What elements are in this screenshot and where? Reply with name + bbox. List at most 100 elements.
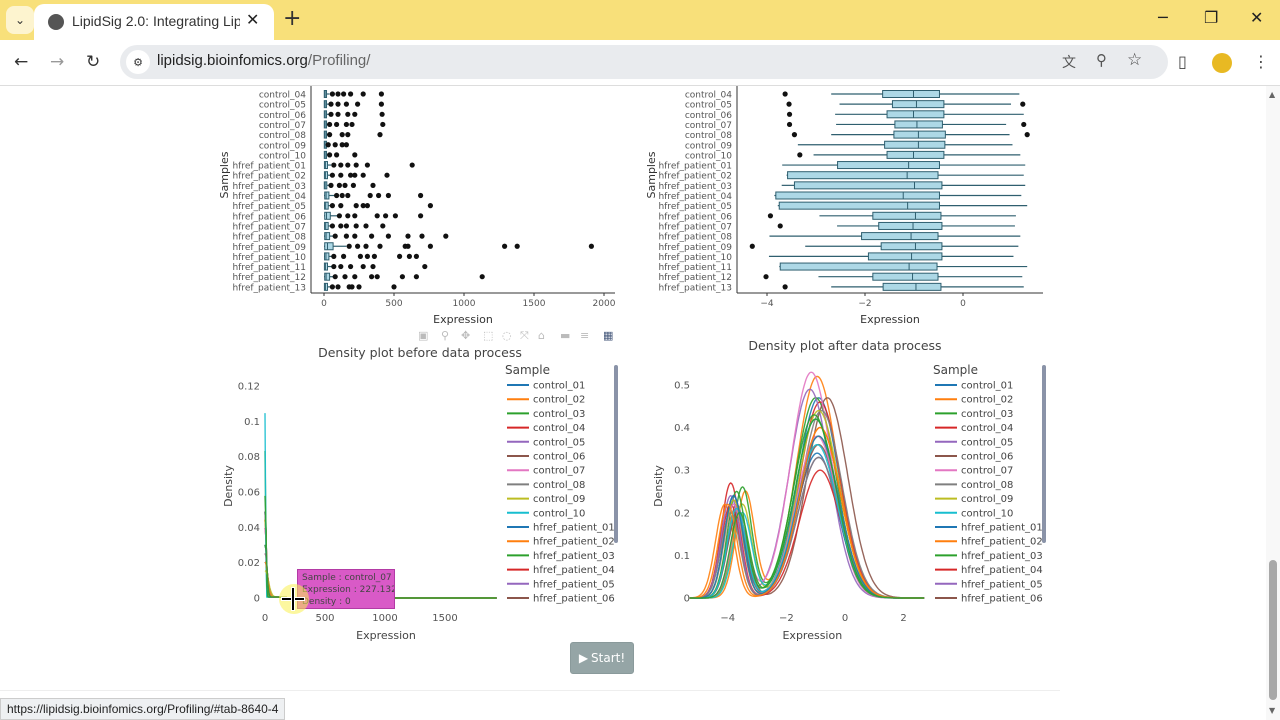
y-axis-title: Samples	[645, 151, 658, 198]
start-label: Start!	[591, 651, 626, 665]
outlier-point	[1020, 101, 1026, 107]
legend-item-control_02[interactable]: control_02	[935, 395, 1013, 406]
browser-tab[interactable]: LipidSig 2.0: Integrating Lipid ✕	[34, 4, 274, 40]
translate-icon[interactable]: 文	[1062, 55, 1076, 71]
restore-icon[interactable]: ❐	[1204, 8, 1219, 27]
legend-item-hfref_patient_05[interactable]: hfref_patient_05	[507, 579, 615, 590]
outlier-point	[379, 111, 385, 117]
legend-item-hfref_patient_03[interactable]: hfref_patient_03	[507, 551, 615, 562]
legend-item-control_10[interactable]: control_10	[507, 508, 585, 519]
legend-item-control_08[interactable]: control_08	[935, 480, 1013, 491]
menu-icon[interactable]: ⋮	[1253, 52, 1269, 71]
y-tick-label: 0	[684, 594, 690, 605]
scroll-up-icon[interactable]: ▲	[1269, 90, 1276, 99]
legend-item-control_07[interactable]: control_07	[507, 466, 585, 477]
outlier-point	[332, 274, 338, 280]
y-tick-label: hfref_patient_01	[232, 162, 306, 172]
legend-item-hfref_patient_06[interactable]: hfref_patient_06	[507, 594, 615, 605]
legend-label: control_10	[533, 508, 585, 519]
legend-item-control_01[interactable]: control_01	[507, 381, 585, 392]
y-tick-label: 0.12	[238, 381, 260, 392]
zoom-icon[interactable]: ⚲	[441, 330, 450, 342]
plotly-logo-icon[interactable]: ▦	[603, 330, 614, 342]
legend-item-control_03[interactable]: control_03	[935, 409, 1013, 420]
outlier-point	[749, 243, 755, 249]
minimize-icon[interactable]: ─	[1158, 8, 1168, 27]
outlier-point	[352, 274, 358, 280]
legend-item-hfref_patient_06[interactable]: hfref_patient_06	[935, 594, 1043, 605]
pan-icon[interactable]: ✥	[461, 330, 471, 342]
sidebar-icon[interactable]: ▯	[1178, 52, 1187, 71]
start-button[interactable]: ▶ Start!	[570, 642, 634, 674]
x-tick-label: 1000	[372, 613, 397, 624]
y-tick-label: 0.06	[238, 487, 260, 498]
outlier-point	[405, 233, 411, 239]
density-line-hfref_patient_13	[689, 418, 925, 599]
lasso-icon[interactable]: ◌	[502, 330, 512, 342]
legend-item-control_06[interactable]: control_06	[935, 452, 1013, 463]
legend-item-hfref_patient_02[interactable]: hfref_patient_02	[935, 537, 1043, 548]
scroll-down-icon[interactable]: ▼	[1269, 706, 1276, 715]
scrollbar-thumb[interactable]	[1269, 560, 1277, 700]
y-tick-label: hfref_patient_11	[232, 263, 306, 273]
y-tick-label: hfref_patient_07	[232, 222, 306, 232]
window-close-icon[interactable]: ✕	[1250, 8, 1264, 27]
site-settings-icon[interactable]: ⚙	[126, 50, 150, 74]
compare-icon[interactable]: ≡	[580, 330, 590, 342]
legend-item-hfref_patient_03[interactable]: hfref_patient_03	[935, 551, 1043, 562]
legend-item-control_05[interactable]: control_05	[507, 437, 585, 448]
legend-item-control_09[interactable]: control_09	[935, 494, 1013, 505]
legend-item-control_08[interactable]: control_08	[507, 480, 585, 491]
legend-item-hfref_patient_01[interactable]: hfref_patient_01	[507, 523, 615, 534]
legend-item-hfref_patient_01[interactable]: hfref_patient_01	[935, 523, 1043, 534]
legend-item-hfref_patient_05[interactable]: hfref_patient_05	[935, 579, 1043, 590]
outlier-point	[392, 213, 398, 219]
x-tick-label: 500	[385, 299, 402, 309]
outlier-point	[363, 223, 369, 229]
spike-icon[interactable]: ▬	[560, 330, 571, 342]
outlier-point	[342, 274, 348, 280]
page-scrollbar[interactable]: ▲ ▼	[1266, 86, 1280, 720]
box	[793, 181, 943, 190]
profile-icon[interactable]	[1212, 53, 1232, 73]
legend-item-control_04[interactable]: control_04	[935, 423, 1013, 434]
box	[324, 252, 330, 261]
y-tick-label: control_07	[259, 121, 306, 131]
tab-search-button[interactable]: ⌄	[6, 6, 34, 34]
forward-icon[interactable]: →	[50, 52, 65, 72]
back-icon[interactable]: ←	[14, 52, 29, 72]
legend-item-control_02[interactable]: control_02	[507, 395, 585, 406]
legend-label: hfref_patient_01	[961, 523, 1043, 534]
outlier-point	[782, 284, 788, 290]
legend-item-control_10[interactable]: control_10	[935, 508, 1013, 519]
address-bar[interactable]: ⚙ lipidsig.bioinfomics.org/Profiling/ 文 …	[120, 45, 1168, 79]
outlier-point	[331, 253, 337, 259]
legend-item-hfref_patient_04[interactable]: hfref_patient_04	[507, 565, 615, 576]
density-line-control_02	[689, 375, 925, 599]
legend-item-control_09[interactable]: control_09	[507, 494, 585, 505]
home-icon[interactable]: ⌂	[538, 330, 545, 342]
autoscale-icon[interactable]: ⤧	[520, 330, 529, 342]
x-tick-label: 1000	[453, 299, 476, 309]
legend-item-control_04[interactable]: control_04	[507, 423, 585, 434]
outlier-point	[328, 111, 334, 117]
legend-item-hfref_patient_04[interactable]: hfref_patient_04	[935, 565, 1043, 576]
star-icon[interactable]: ☆	[1127, 50, 1143, 70]
zoom-icon[interactable]: ⚲	[1096, 51, 1107, 69]
legend-item-control_03[interactable]: control_03	[507, 409, 585, 420]
outlier-point	[334, 121, 340, 128]
legend-item-control_01[interactable]: control_01	[935, 381, 1013, 392]
outlier-point	[348, 91, 354, 97]
legend-item-control_07[interactable]: control_07	[935, 466, 1013, 477]
outlier-point	[413, 274, 419, 280]
close-icon[interactable]: ✕	[246, 10, 260, 29]
legend-item-control_05[interactable]: control_05	[935, 437, 1013, 448]
legend-item-control_06[interactable]: control_06	[507, 452, 585, 463]
x-tick-label: −2	[858, 299, 871, 309]
legend-item-hfref_patient_02[interactable]: hfref_patient_02	[507, 537, 615, 548]
new-tab-button[interactable]: +	[283, 6, 301, 31]
reload-icon[interactable]: ↻	[86, 52, 101, 72]
box-select-icon[interactable]: ⬚	[483, 330, 494, 342]
camera-icon[interactable]: ▣	[418, 330, 429, 342]
